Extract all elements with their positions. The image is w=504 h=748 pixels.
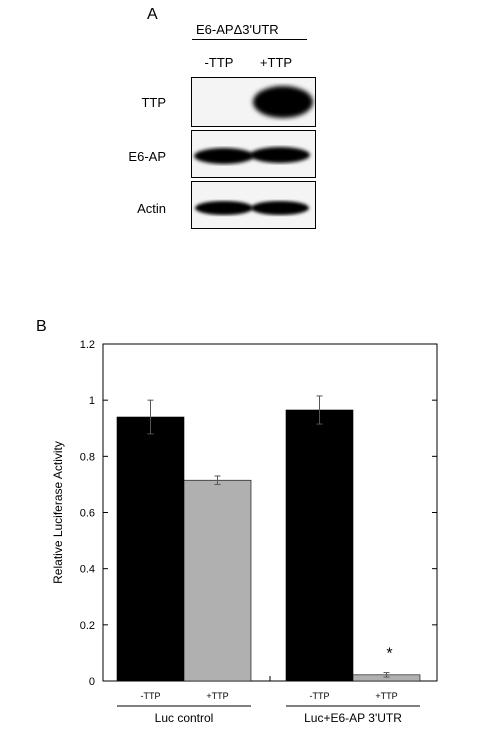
significance-asterisk: * (386, 646, 392, 663)
lane-label-minus-ttp: -TTP (204, 55, 234, 70)
y-tick-label: 0 (89, 676, 95, 688)
group-label: Luc+E6-AP 3'UTR (304, 711, 402, 725)
band-actin-plus (251, 201, 309, 215)
row-label-e6ap: E6-AP (128, 149, 166, 164)
y-tick-label: 0.8 (80, 451, 95, 463)
bar-label: -TTP (310, 691, 330, 701)
bar (285, 409, 354, 682)
y-tick-label: 0.2 (80, 620, 95, 632)
bar (183, 479, 252, 682)
row-label-ttp: TTP (141, 95, 166, 110)
blot-ttp (191, 77, 316, 127)
row-label-actin: Actin (137, 201, 166, 216)
y-tick-label: 0.6 (80, 508, 95, 520)
band-ttp-plus (253, 86, 313, 118)
bar (116, 416, 185, 682)
band-actin-minus (195, 201, 253, 215)
bar-label: -TTP (141, 691, 161, 701)
band-e6ap-plus (250, 147, 310, 163)
lane-label-plus-ttp: +TTP (259, 55, 293, 70)
y-tick-label: 0.4 (80, 564, 95, 576)
group-label: Luc control (155, 711, 214, 725)
blot-e6ap (191, 130, 316, 178)
y-axis-label: Relative Luciferase Activity (51, 441, 65, 584)
band-e6ap-minus (194, 148, 254, 164)
panel-a-letter: A (147, 6, 158, 23)
bar-label: +TTP (375, 691, 397, 701)
bar-label: +TTP (206, 691, 228, 701)
blot-header-underline (192, 39, 307, 40)
bar-chart: 0 0.2 0.4 0.6 0.8 1 1.2 Relative Luciferase Act… (51, 339, 438, 725)
y-tick-label: 1 (89, 395, 95, 407)
blot-actin (191, 181, 316, 229)
panel-b-letter: B (36, 318, 47, 335)
blot-header: E6-APΔ3'UTR (196, 22, 279, 37)
y-tick-label: 1.2 (80, 339, 95, 351)
